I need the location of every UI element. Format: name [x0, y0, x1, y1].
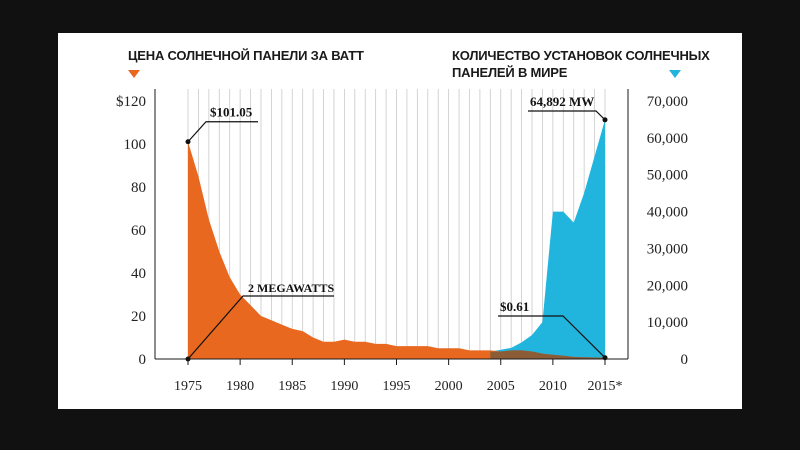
- series-areas: [188, 119, 605, 359]
- price-area: [188, 141, 605, 359]
- installs-title: КОЛИЧЕСТВО УСТАНОВОК СОЛНЕЧНЫХ ПАНЕЛЕЙ В…: [452, 48, 710, 80]
- installs-end-label: 64,892 MW: [530, 94, 594, 109]
- overlap-area: [490, 350, 605, 359]
- price-title: ЦЕНА СОЛНЕЧНОЙ ПАНЕЛИ ЗА ВАТТ: [128, 48, 364, 63]
- tick-labels: 0 20 40 60 80 100 $120 0 10,000 20,000 30,000 40,00…: [116, 94, 688, 394]
- right-tick-label: 70,000: [647, 94, 688, 110]
- x-tick-label: 1980: [226, 379, 254, 394]
- solar-chart: 0 20 40 60 80 100 $120 0 10,000 20,000 30,000 40,00…: [116, 89, 688, 394]
- installs-end-leader: [528, 110, 606, 121]
- axes: [154, 89, 629, 360]
- right-tick-label: 30,000: [647, 241, 688, 257]
- installs-start-leader: [187, 295, 334, 360]
- left-tick-label: 80: [131, 180, 146, 196]
- left-tick-label: 40: [131, 266, 146, 282]
- left-tick-label: 20: [131, 309, 146, 325]
- left-tick-label: $120: [116, 94, 146, 110]
- left-tick-label: 60: [131, 223, 146, 239]
- price-legend-marker: [128, 70, 140, 78]
- x-tick-label: 1990: [330, 379, 358, 394]
- price-end-leader: [498, 315, 606, 359]
- x-tick-label: 2015*: [588, 379, 623, 394]
- right-tick-label: 0: [681, 352, 689, 368]
- x-tick-label: 1995: [383, 379, 411, 394]
- x-tick-label: 2000: [435, 379, 463, 394]
- installs-legend-marker: [669, 70, 681, 78]
- right-tick-label: 10,000: [647, 315, 688, 331]
- price-start-label: $101.05: [210, 105, 253, 120]
- installs-area: [188, 119, 605, 359]
- x-tick-label: 1985: [278, 379, 306, 394]
- price-start-leader: [187, 121, 258, 143]
- chart-card: ЦЕНА СОЛНЕЧНОЙ ПАНЕЛИ ЗА ВАТТ КОЛИЧЕСТВО…: [58, 33, 742, 409]
- price-end-label: $0.61: [500, 299, 529, 314]
- right-tick-label: 40,000: [647, 205, 688, 221]
- right-tick-label: 50,000: [647, 168, 688, 184]
- x-tick-label: 1975: [174, 379, 202, 394]
- left-tick-label: 0: [139, 352, 147, 368]
- right-tick-label: 60,000: [647, 131, 688, 147]
- x-tick-label: 2005: [487, 379, 515, 394]
- annotations: $101.05 2 MEGAWATTS $0.61 64,892 MW: [185, 94, 608, 362]
- x-tick-label: 2010: [539, 379, 567, 394]
- left-tick-label: 100: [124, 137, 147, 153]
- right-tick-label: 20,000: [647, 278, 688, 294]
- installs-start-label: 2 MEGAWATTS: [248, 281, 334, 295]
